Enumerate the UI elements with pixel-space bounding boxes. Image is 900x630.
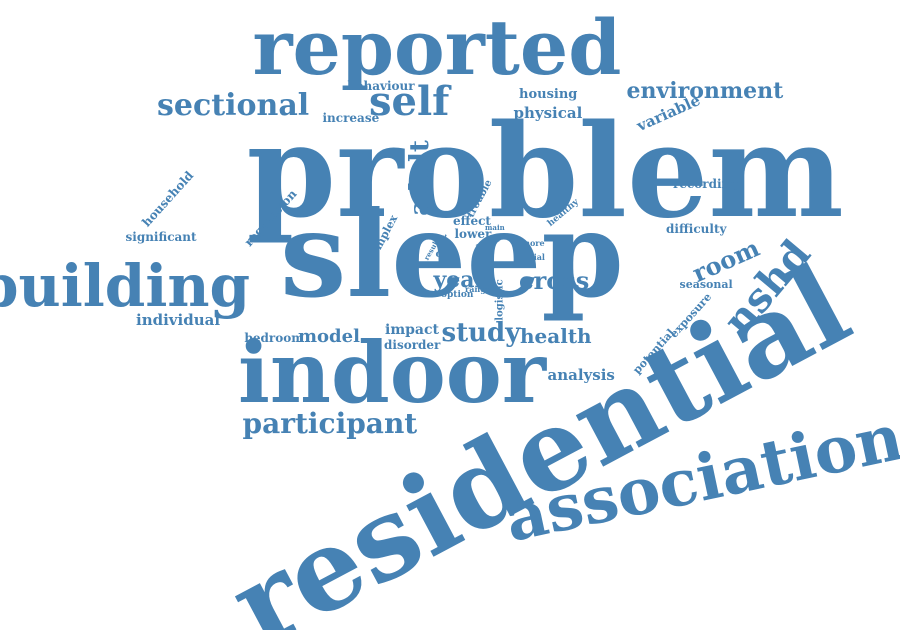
word-model: model	[298, 326, 360, 347]
word-odd: odd	[435, 249, 457, 260]
word-self: self	[369, 78, 450, 125]
word-behaviour: behaviour	[347, 79, 415, 93]
word-disorder: disorder	[384, 338, 441, 352]
word-individual: individual	[136, 310, 221, 329]
word-sectional: sectional	[157, 88, 310, 123]
word-year: year	[433, 267, 487, 293]
word-participant: participant	[242, 407, 418, 440]
word-social: social	[519, 252, 545, 262]
word-cross: cross	[519, 266, 590, 295]
word-more: more	[521, 238, 545, 248]
word-increase: increase	[322, 111, 380, 125]
word-significant: significant	[125, 230, 197, 244]
word-bedroom: bedroom	[244, 331, 304, 345]
word-indoor: indoor	[238, 323, 547, 422]
word-study: study	[441, 318, 521, 348]
word-reported: reported	[252, 3, 622, 92]
word-option: option	[441, 289, 474, 300]
word-problem: problem	[246, 97, 844, 247]
word-last: last	[435, 234, 448, 241]
word-health: health	[520, 324, 592, 348]
word-seasonal: seasonal	[679, 277, 733, 291]
word-logistic: logistic	[494, 279, 506, 321]
word-environment: environment	[626, 78, 784, 104]
word-lower: lower	[454, 227, 492, 241]
word-sleep: sleep	[280, 185, 624, 324]
word-impact: impact	[385, 322, 439, 338]
word-difficulty: difficulty	[666, 222, 727, 236]
word-physical: physical	[513, 103, 583, 122]
word-effect: effect	[453, 214, 491, 228]
word-housing: housing	[519, 86, 578, 102]
word-household: household	[139, 168, 197, 230]
word-main: main	[485, 222, 505, 232]
word-building: building	[0, 252, 251, 320]
word-recording: recording	[673, 177, 739, 191]
word-range: range	[465, 284, 491, 294]
word-analysis: analysis	[547, 365, 615, 384]
